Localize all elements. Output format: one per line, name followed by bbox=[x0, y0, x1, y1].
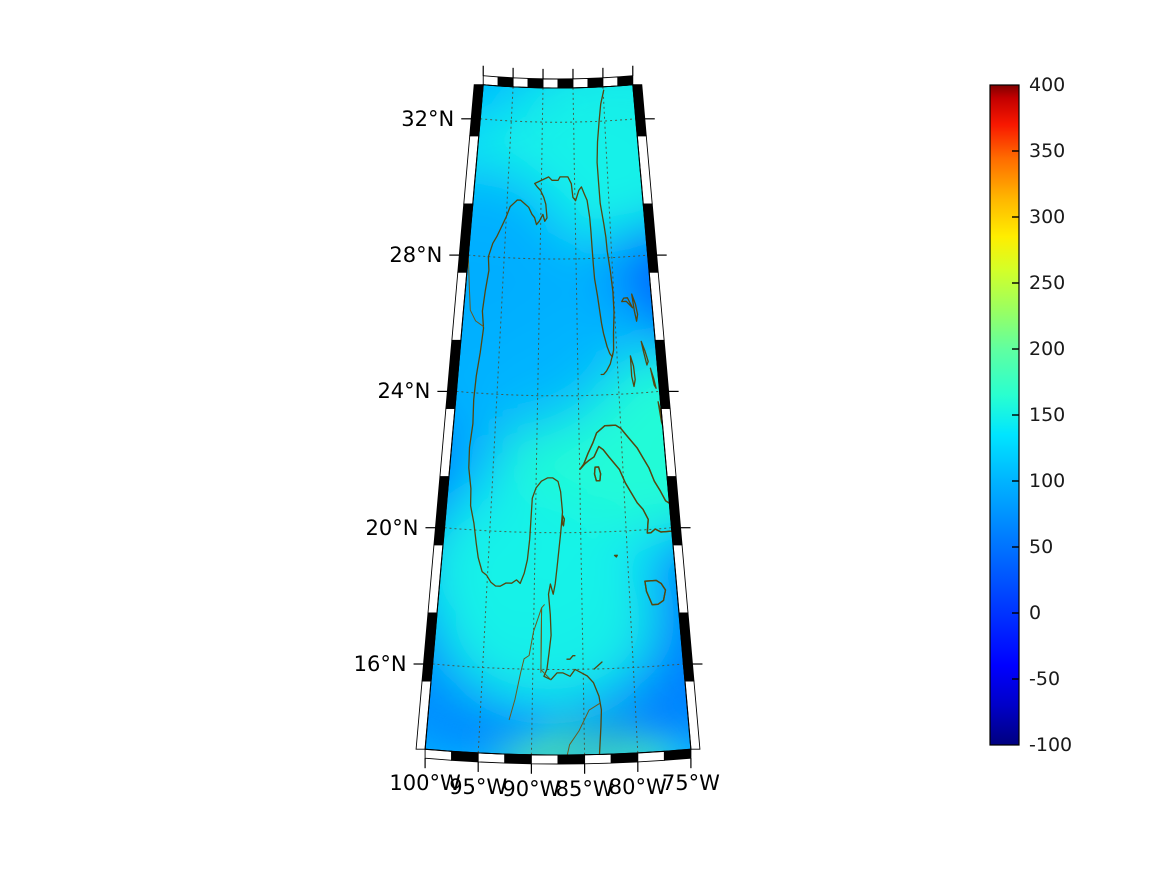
border-usa-mexico bbox=[467, 255, 484, 328]
lon-tick-label: 95°W bbox=[449, 774, 508, 799]
meridian bbox=[530, 87, 544, 755]
parallel bbox=[456, 390, 660, 397]
border-mexico-guatemala bbox=[508, 604, 545, 721]
colorbar-tick-label: 250 bbox=[1029, 272, 1066, 294]
colorbar-tick-label: 0 bbox=[1029, 602, 1042, 624]
colorbar bbox=[989, 84, 1020, 746]
coastline-honduras-cays bbox=[593, 661, 603, 670]
frame-stripe bbox=[602, 76, 619, 88]
colorbar-tick-label: 150 bbox=[1029, 404, 1066, 426]
colorbar-tick-label: -100 bbox=[1029, 734, 1073, 756]
lat-tick-label: 20°N bbox=[365, 515, 419, 540]
colorbar-tick-label: -50 bbox=[1029, 668, 1061, 690]
coastline-bahamas-andros bbox=[629, 355, 636, 388]
frame-stripe bbox=[572, 78, 589, 89]
lon-tick-label: 85°W bbox=[555, 776, 614, 801]
coastline-bahamas-cat bbox=[649, 367, 657, 389]
lat-tick-label: 32°N bbox=[401, 106, 455, 131]
coastline-bahamas-grand bbox=[621, 297, 634, 309]
coastline-texas-mexico-gulf-coast bbox=[468, 256, 603, 755]
coastline-bahamas-abaco bbox=[631, 293, 639, 322]
coastline-florida-keys bbox=[600, 352, 614, 376]
frame-stripe bbox=[530, 754, 559, 765]
field-cell bbox=[438, 528, 659, 709]
lat-tick-label: 16°N bbox=[353, 652, 407, 676]
lon-tick-label: 75°W bbox=[661, 771, 720, 796]
frame-stripe bbox=[542, 78, 559, 89]
frame-stripe bbox=[512, 77, 529, 88]
map-boundary bbox=[424, 84, 692, 756]
coastline-caicos bbox=[687, 463, 691, 472]
coastline-cayman bbox=[613, 554, 618, 558]
lon-tick-label: 90°W bbox=[502, 776, 561, 801]
lon-tick-label: 80°W bbox=[608, 774, 667, 799]
frame-stripe bbox=[504, 753, 532, 765]
colorbar-ticks bbox=[1012, 150, 1019, 680]
land-isla-juventud bbox=[593, 466, 602, 482]
frame-stripe bbox=[587, 77, 604, 88]
border-honduras-nicaragua bbox=[562, 702, 601, 755]
frame-stripe bbox=[557, 78, 574, 89]
lat-tick-label: 24°N bbox=[377, 379, 431, 404]
colorbar-tick-label: 350 bbox=[1029, 140, 1066, 162]
land-cozumel bbox=[561, 514, 565, 527]
coastline-us-gulf-coast bbox=[487, 89, 615, 358]
colorbar-tick-label: 200 bbox=[1029, 338, 1066, 360]
map-frame bbox=[415, 75, 701, 765]
meridian bbox=[477, 86, 514, 753]
lat-tick-label: 28°N bbox=[389, 243, 443, 268]
border-belize-guatemala bbox=[540, 607, 543, 673]
colorbar-tick-label: 300 bbox=[1029, 206, 1066, 228]
frame-stripe bbox=[557, 754, 586, 765]
colorbar-tick-label: 400 bbox=[1029, 74, 1066, 96]
map-ticks bbox=[413, 65, 703, 774]
country-borders bbox=[467, 255, 601, 755]
frame-stripe bbox=[497, 76, 514, 88]
frame-stripe bbox=[527, 78, 544, 89]
land-jamaica bbox=[644, 579, 667, 606]
frame-stripe bbox=[584, 753, 612, 765]
colorbar-tick-label: 100 bbox=[1029, 470, 1066, 492]
lon-tick-label: 100°W bbox=[389, 771, 461, 796]
parallel bbox=[432, 663, 684, 670]
field-cell bbox=[545, 353, 691, 534]
coastline-bahamas-eleuthera bbox=[640, 340, 649, 366]
colorbar-tick-label: 50 bbox=[1029, 536, 1054, 558]
meridian bbox=[602, 86, 639, 753]
coastline-bay-islands bbox=[566, 655, 576, 660]
parallel bbox=[480, 118, 636, 123]
